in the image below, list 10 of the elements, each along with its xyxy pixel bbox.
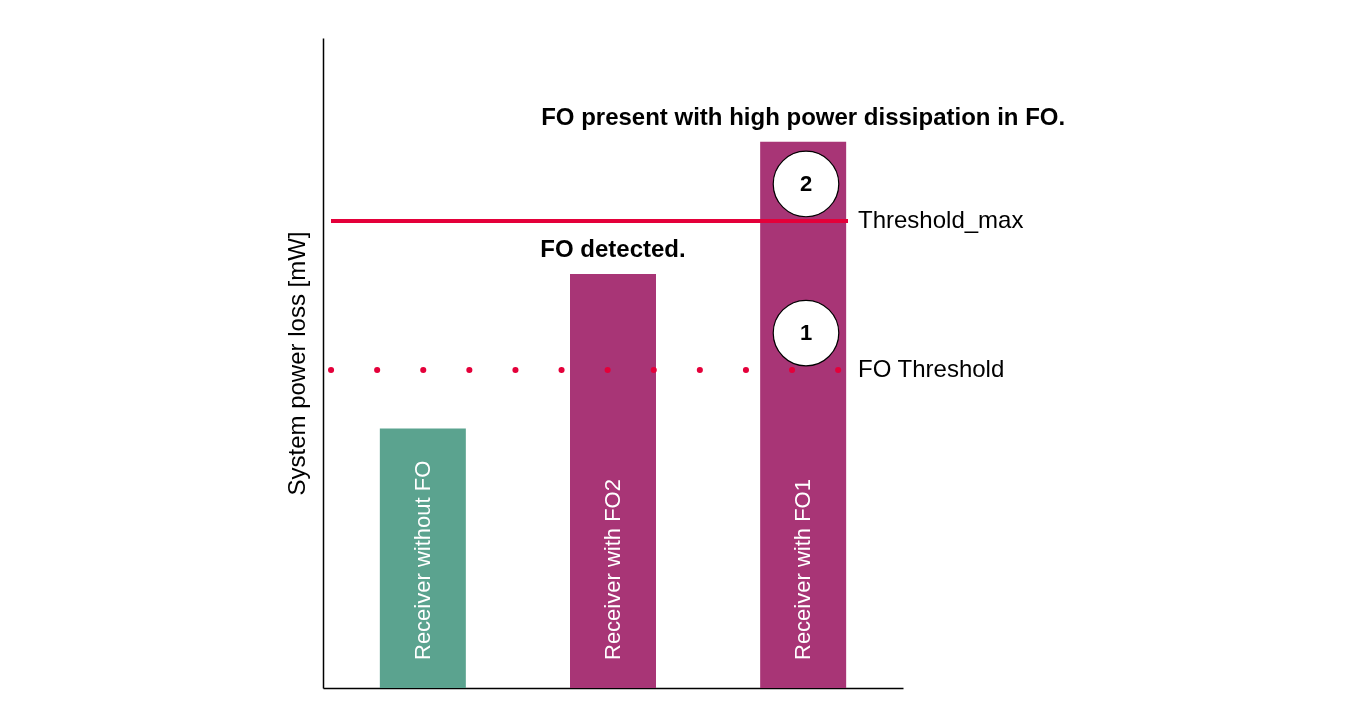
x-tick-label: Receiver with FO1 (790, 479, 816, 660)
annotation: FO detected. (540, 234, 686, 262)
annotation: 2 (799, 170, 813, 196)
y-axis-title: System power loss [mW] (282, 231, 310, 496)
annotation: FO present with high power dissipation in FO. (541, 102, 1066, 130)
annotation: 1 (799, 320, 813, 346)
x-tick-label: Receiver with FO2 (600, 479, 625, 660)
ref-line-label: FO Threshold (858, 355, 1005, 383)
ref-line-label: Threshold_max (858, 205, 1024, 233)
x-tick-label: Receiver without FO (409, 460, 435, 660)
